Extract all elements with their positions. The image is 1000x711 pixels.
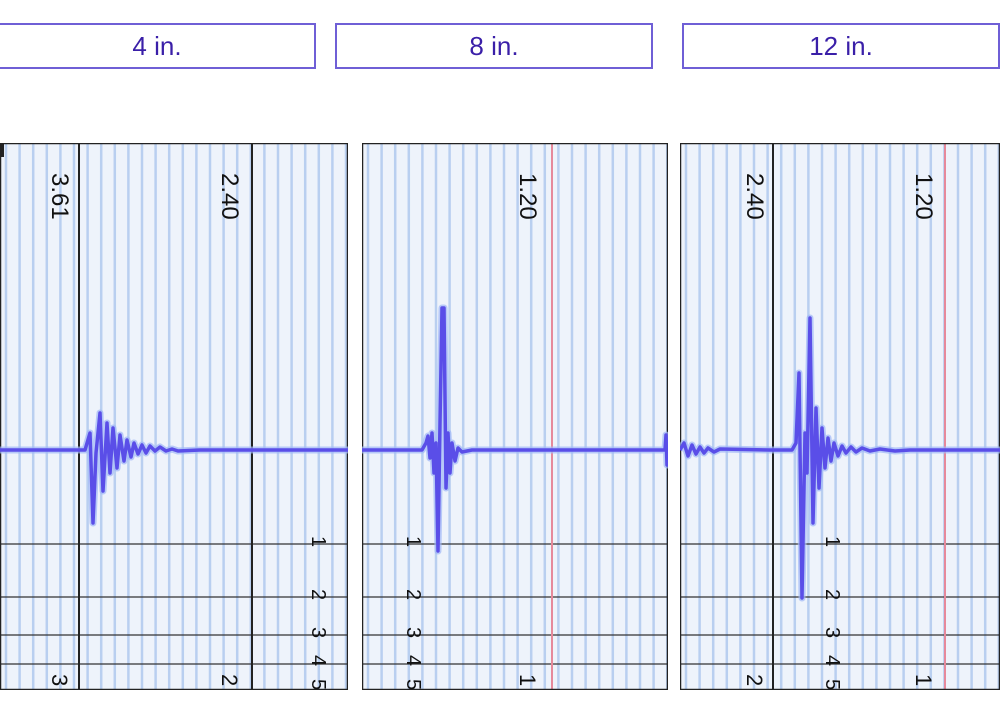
line-number: 4 (402, 655, 424, 666)
time-label: 2.40 (216, 173, 243, 220)
grid-8in (362, 143, 668, 690)
corner-mark (0, 143, 4, 157)
line-number: 3 (307, 627, 329, 638)
panel-border (0, 143, 348, 690)
grid-background (0, 143, 348, 690)
bottom-label: 1 (515, 674, 540, 686)
label-12in-text: 12 in. (809, 30, 873, 61)
line-number: 4 (307, 655, 329, 666)
time-label: 2.40 (741, 173, 768, 220)
bottom-label: 3 (47, 674, 72, 686)
line-number: 5 (402, 679, 424, 690)
label-4in-text: 4 in. (132, 30, 182, 61)
line-number: 2 (821, 589, 843, 600)
time-label: 1.20 (514, 173, 541, 220)
line-number: 3 (821, 627, 843, 638)
time-label: 3.61 (46, 173, 73, 220)
label-12in: 12 in. (682, 23, 1000, 69)
line-number: 1 (307, 536, 329, 547)
bottom-label: 2 (742, 674, 767, 686)
seismogram-panel-12in: 2.40 1.20 1 2 3 4 5 2 1 (680, 143, 1000, 690)
grid-4in (0, 143, 348, 690)
seismic-trace (680, 316, 1000, 600)
line-number: 5 (307, 679, 329, 690)
seismogram-panel-4in: 3.61 2.40 1 2 3 4 5 3 2 (0, 143, 348, 690)
seismogram-panel-8in: 1.20 1 2 3 4 5 1 (362, 143, 668, 690)
seismogram-4in-svg: 3.61 2.40 1 2 3 4 5 3 2 (0, 143, 348, 690)
time-label: 1.20 (910, 173, 937, 220)
bottom-label: 2 (217, 674, 242, 686)
seismic-trace (362, 306, 668, 553)
grid-background (362, 143, 668, 690)
label-8in-text: 8 in. (469, 30, 519, 61)
label-8in: 8 in. (335, 23, 653, 69)
seismogram-12in-svg: 2.40 1.20 1 2 3 4 5 2 1 (680, 143, 1000, 690)
line-number: 2 (402, 589, 424, 600)
line-number: 1 (402, 536, 424, 547)
bottom-label: 1 (911, 674, 936, 686)
grid-12in (680, 143, 1000, 690)
grid-background (680, 143, 1000, 690)
line-number: 1 (821, 536, 843, 547)
seismogram-8in-svg: 1.20 1 2 3 4 5 1 (362, 143, 668, 690)
line-number: 5 (821, 679, 843, 690)
panel-border (362, 143, 668, 690)
line-number: 4 (821, 655, 843, 666)
line-number: 2 (307, 589, 329, 600)
label-4in: 4 in. (0, 23, 316, 69)
seismic-trace (0, 411, 348, 525)
line-number: 3 (402, 627, 424, 638)
